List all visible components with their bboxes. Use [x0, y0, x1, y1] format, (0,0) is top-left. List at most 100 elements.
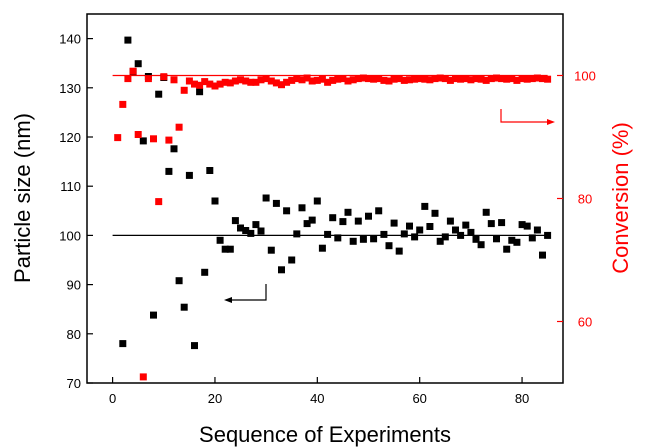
conversion-point: [196, 81, 204, 89]
conversion-point: [293, 75, 301, 83]
conversion-point: [211, 82, 219, 90]
conversion-point: [349, 76, 357, 84]
conversion-point: [185, 77, 193, 85]
conversion-point: [533, 74, 541, 82]
conversion-point: [441, 75, 449, 83]
particle-size-point: [211, 197, 219, 205]
conversion-point: [124, 75, 132, 83]
particle-size-point: [370, 235, 378, 243]
conversion-point: [318, 75, 326, 83]
particle-size-point: [354, 217, 362, 225]
y-right-tick-label: 100: [574, 69, 596, 84]
conversion-point: [544, 75, 552, 83]
conversion-point: [482, 76, 490, 84]
particle-size-point: [324, 230, 332, 238]
conversion-point: [467, 76, 475, 84]
x-tick-label: 20: [208, 391, 222, 406]
conversion-point: [144, 75, 152, 83]
conversion-point: [324, 78, 332, 86]
conversion-point: [380, 76, 388, 84]
particle-size-point: [334, 234, 342, 242]
conversion-point: [252, 78, 260, 86]
particle-size-point: [303, 220, 311, 228]
conversion-point: [165, 136, 173, 144]
particle-size-point: [349, 237, 357, 245]
particle-size-point: [380, 230, 388, 238]
y-left-tick-label: 120: [59, 130, 81, 145]
particle-size-point: [513, 238, 521, 246]
conversion-point: [139, 373, 147, 381]
conversion-point: [365, 75, 372, 83]
conversion-point: [406, 76, 413, 84]
conversion-point: [226, 79, 234, 87]
conversion-point: [508, 75, 516, 83]
conversion-point: [462, 75, 470, 83]
particle-size-point: [175, 277, 183, 285]
particle-size-point: [467, 228, 475, 236]
conversion-point: [446, 76, 454, 84]
conversion-point: [400, 76, 408, 84]
particle-size-point: [539, 251, 546, 259]
particle-size-point: [288, 256, 296, 264]
particle-size-point: [406, 222, 413, 230]
particle-size-point: [201, 268, 209, 276]
conversion-point: [421, 75, 429, 83]
particle-size-point: [308, 216, 316, 224]
conversion-point: [308, 77, 316, 85]
y-left-tick-label: 70: [67, 376, 81, 391]
conversion-point: [354, 75, 362, 83]
conversion-point: [359, 74, 367, 82]
conversion-point: [411, 75, 419, 83]
conversion-point: [431, 75, 439, 83]
conversion-point: [191, 80, 198, 88]
conversion-point: [334, 75, 342, 83]
particle-size-point: [441, 233, 449, 241]
right-axis-arrow: [500, 109, 555, 125]
particle-size-point: [359, 235, 367, 243]
particle-size-point: [431, 209, 439, 217]
conversion-point: [498, 75, 506, 83]
y-left-tick-label: 130: [59, 81, 81, 96]
conversion-point: [344, 77, 352, 85]
particle-size-point: [426, 223, 434, 230]
particle-size-point: [165, 167, 173, 175]
particle-size-point: [411, 233, 419, 241]
conversion-point: [395, 75, 403, 83]
conversion-point: [257, 76, 265, 84]
particle-size-point: [170, 145, 178, 153]
conversion-point: [262, 75, 270, 83]
particle-size-point: [242, 227, 250, 234]
conversion-point: [221, 78, 229, 86]
particle-size-point: [329, 214, 337, 222]
conversion-point: [298, 76, 306, 84]
left-axis-arrow: [224, 284, 267, 303]
conversion-point: [457, 75, 465, 83]
particle-size-point: [257, 227, 265, 235]
conversion-point: [150, 135, 157, 143]
particle-size-point: [339, 218, 347, 226]
conversion-point: [487, 75, 495, 83]
particle-size-point: [533, 226, 541, 234]
conversion-point: [513, 76, 521, 84]
particle-size-point: [518, 221, 526, 229]
conversion-point: [237, 76, 244, 84]
particle-size-point: [221, 245, 229, 253]
particle-size-point: [150, 311, 157, 319]
particle-size-point: [462, 221, 470, 229]
particle-size-point: [477, 241, 485, 249]
particle-size-point: [196, 88, 204, 96]
conversion-point: [201, 78, 209, 86]
particle-size-point: [544, 231, 552, 239]
conversion-point: [114, 134, 122, 142]
conversion-point: [267, 77, 275, 85]
conversion-point: [283, 78, 291, 86]
particle-size-point: [206, 167, 214, 174]
particle-size-point: [400, 230, 408, 238]
conversion-point: [129, 67, 137, 75]
conversion-point: [518, 75, 526, 83]
particle-size-point: [262, 194, 270, 202]
conversion-point: [493, 74, 500, 82]
particle-size-point: [375, 207, 383, 215]
particle-size-point: [180, 303, 188, 311]
conversion-point: [175, 123, 183, 131]
